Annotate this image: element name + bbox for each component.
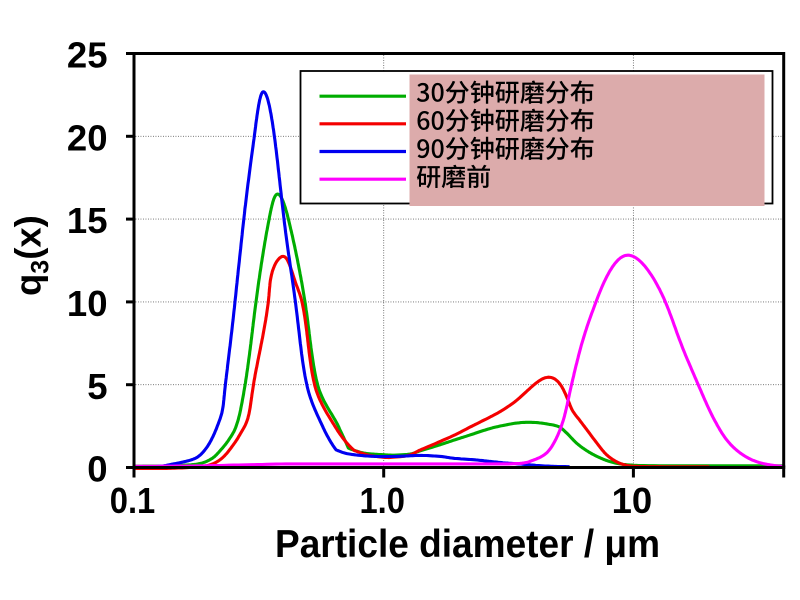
svg-text:25: 25 <box>67 35 108 76</box>
svg-text:10: 10 <box>67 283 108 324</box>
svg-text:q3(x): q3(x) <box>8 215 55 296</box>
svg-text:0: 0 <box>87 449 107 490</box>
svg-text:Particle diameter / μm: Particle diameter / μm <box>275 523 660 566</box>
svg-text:5: 5 <box>87 366 107 407</box>
svg-text:10: 10 <box>612 480 653 521</box>
svg-text:0.1: 0.1 <box>110 480 156 521</box>
svg-text:15: 15 <box>67 200 108 241</box>
svg-text:1.0: 1.0 <box>359 480 405 521</box>
svg-text:20: 20 <box>67 117 108 158</box>
